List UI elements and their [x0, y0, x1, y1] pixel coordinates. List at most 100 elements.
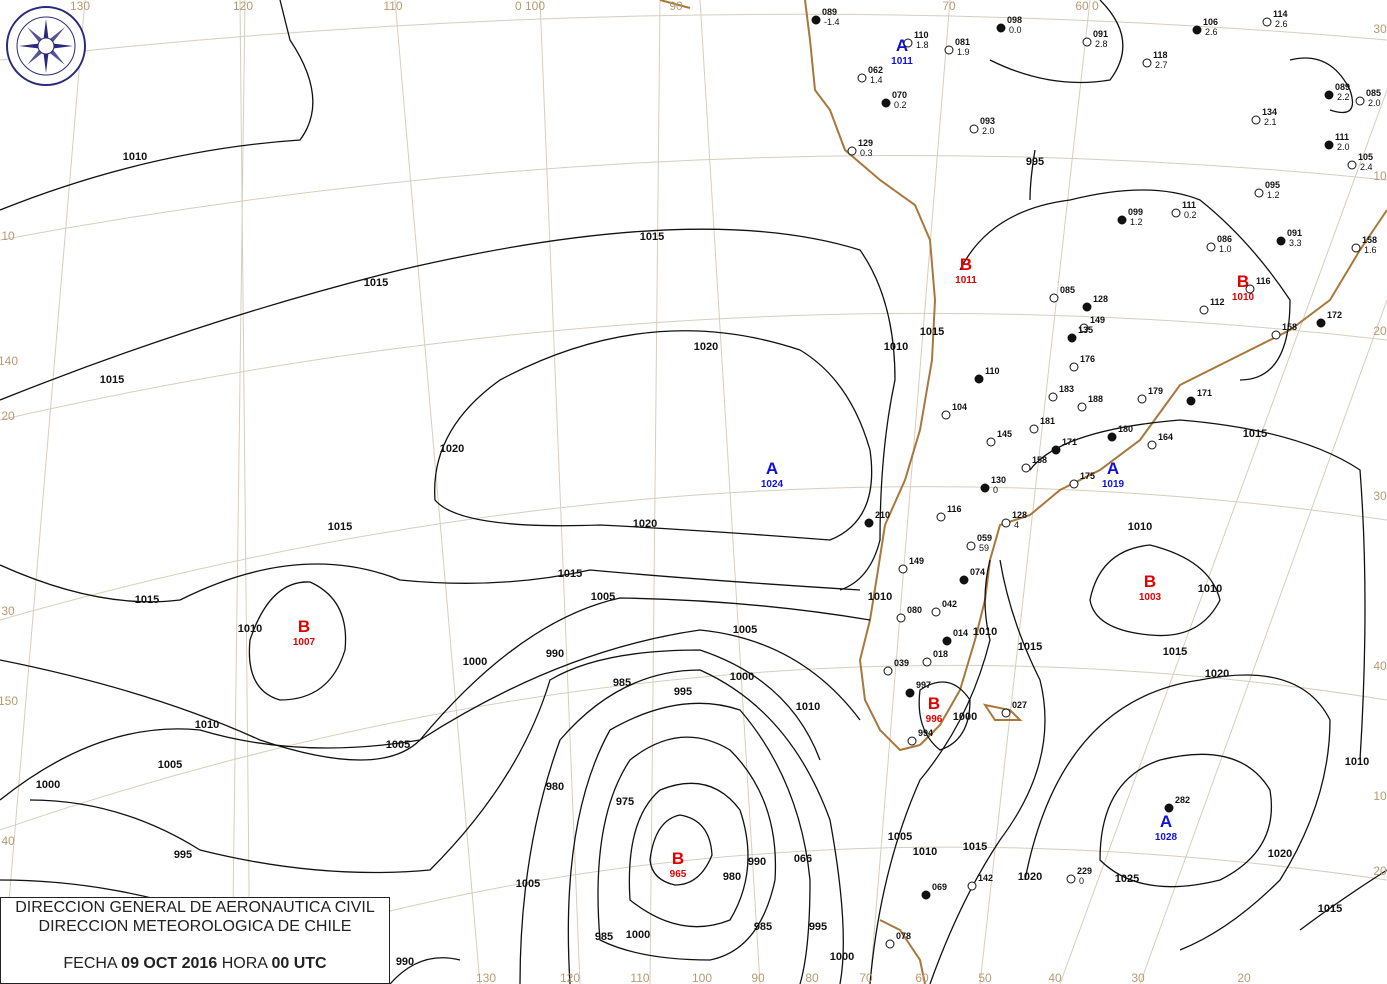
station-cloud-cover-icon	[966, 541, 976, 551]
station-cloud-cover-icon	[1351, 243, 1361, 253]
station-pressure: 176	[1080, 354, 1095, 364]
station-pressure: 158	[1032, 455, 1047, 465]
station-cloud-cover-icon	[811, 15, 821, 25]
station-cloud-cover-icon	[1001, 708, 1011, 718]
isobar-label: 1020	[440, 443, 464, 455]
isobar-label: 1015	[558, 568, 582, 580]
pressure-center-value: 1019	[1102, 479, 1125, 490]
station-cloud-cover-icon	[969, 124, 979, 134]
station-cloud-cover-icon	[857, 73, 867, 83]
station-cloud-cover-icon	[864, 518, 874, 528]
pressure-center-low: B	[928, 694, 940, 713]
isobar-label: 1015	[1243, 428, 1267, 440]
pressure-center-low: B	[672, 849, 684, 868]
station-pressure: 080	[907, 605, 922, 615]
isobar-label: 1010	[973, 626, 997, 638]
station-cloud-cover-icon	[996, 23, 1006, 33]
station-tendency: 2.0	[1368, 98, 1381, 108]
graticule-label-bottom: 50	[978, 971, 992, 984]
date-line: FECHA 09 OCT 2016 HORA 00 UTC	[1, 954, 389, 973]
graticule-label-left: 30	[1, 604, 15, 618]
station-cloud-cover-icon	[1245, 284, 1255, 294]
station-pressure: 116	[947, 504, 962, 514]
station-cloud-cover-icon	[1199, 305, 1209, 315]
station-pressure: 181	[1040, 416, 1055, 426]
station-cloud-cover-icon	[898, 564, 908, 574]
station-pressure: 118	[1153, 50, 1168, 60]
station-pressure: 081	[955, 37, 970, 47]
station-pressure: 099	[1128, 207, 1143, 217]
coastline	[659, 0, 1387, 984]
station-pressure: 105	[1358, 152, 1373, 162]
isobar-label: 985	[595, 931, 613, 943]
station-tendency: 0.0	[1009, 25, 1022, 35]
station-pressure: 074	[970, 567, 985, 577]
station-cloud-cover-icon	[1262, 17, 1272, 27]
isobar-label: 1000	[36, 779, 60, 791]
station-cloud-cover-icon	[921, 890, 931, 900]
station-cloud-cover-icon	[936, 512, 946, 522]
station-pressure: 110	[985, 366, 1000, 376]
station-tendency: 2.8	[1095, 39, 1108, 49]
isobar-label: 990	[396, 956, 414, 968]
hour-value: 00 UTC	[271, 955, 327, 972]
station-tendency: 1.2	[1130, 217, 1143, 227]
station-tendency: 2.1	[1264, 117, 1277, 127]
station-cloud-cover-icon	[974, 374, 984, 384]
station-pressure: 994	[918, 728, 933, 738]
pressure-center-low: B	[1237, 272, 1249, 291]
station-pressure: 997	[916, 680, 931, 690]
isobar-label: 1000	[953, 711, 977, 723]
isobar-label: 1010	[123, 151, 147, 163]
station-pressure: 070	[892, 90, 907, 100]
station-tendency: 2.6	[1275, 19, 1288, 29]
station-cloud-cover-icon	[1051, 445, 1061, 455]
station-tendency: 1.6	[1364, 245, 1377, 255]
dmc-logo-compass-rose-icon	[6, 6, 86, 86]
station-pressure: 158	[1282, 322, 1297, 332]
isobar-label: 1010	[884, 341, 908, 353]
title-line-1: DIRECCION GENERAL DE AERONAUTICA CIVIL	[15, 899, 375, 916]
station-pressure: 111	[1335, 132, 1349, 142]
station-tendency: 0.3	[860, 148, 873, 158]
isobar-label: 1010	[1128, 521, 1152, 533]
pressure-center-value: 996	[926, 714, 943, 725]
station-cloud-cover-icon	[1077, 402, 1087, 412]
isobar-label: 1015	[640, 231, 664, 243]
station-pressure: 069	[932, 882, 947, 892]
station-pressure: 183	[1059, 384, 1074, 394]
pressure-center-high: A	[1160, 812, 1172, 831]
station-pressure: 027	[1012, 700, 1027, 710]
station-pressure: 106	[1203, 17, 1218, 27]
graticule-label-bottom: 40	[1048, 971, 1062, 984]
isobar-label: 1015	[963, 841, 987, 853]
graticule-label-left: 150	[0, 694, 18, 708]
station-tendency: 1.2	[1267, 190, 1280, 200]
station-pressure: 110	[914, 30, 929, 40]
pressure-center-value: 1028	[1155, 832, 1178, 843]
station-cloud-cover-icon	[967, 881, 977, 891]
isobar-label: 1010	[1198, 583, 1222, 595]
station-cloud-cover-icon	[896, 613, 906, 623]
station-cloud-cover-icon	[1276, 236, 1286, 246]
station-cloud-cover-icon	[944, 45, 954, 55]
station-pressure: 158	[1362, 235, 1377, 245]
station-pressure: 104	[952, 402, 967, 412]
graticule-label-right: 10	[1373, 169, 1387, 183]
station-pressure: 175	[1080, 471, 1095, 481]
pressure-center-high: A	[766, 459, 778, 478]
station-pressure: 059	[977, 533, 992, 543]
isobar-label: 1015	[328, 521, 352, 533]
station-cloud-cover-icon	[1117, 215, 1127, 225]
isobar-label: 995	[674, 686, 692, 698]
isobar-label: 985	[754, 921, 772, 933]
station-pressure: 179	[1148, 386, 1163, 396]
station-cloud-cover-icon	[883, 666, 893, 676]
station-cloud-cover-icon	[1069, 362, 1079, 372]
station-pressure: 128	[1093, 294, 1108, 304]
date-value: 09 OCT 2016	[121, 955, 218, 972]
graticule-label-left: 20	[1, 409, 15, 423]
station-pressure: 128	[1012, 510, 1027, 520]
station-cloud-cover-icon	[881, 98, 891, 108]
